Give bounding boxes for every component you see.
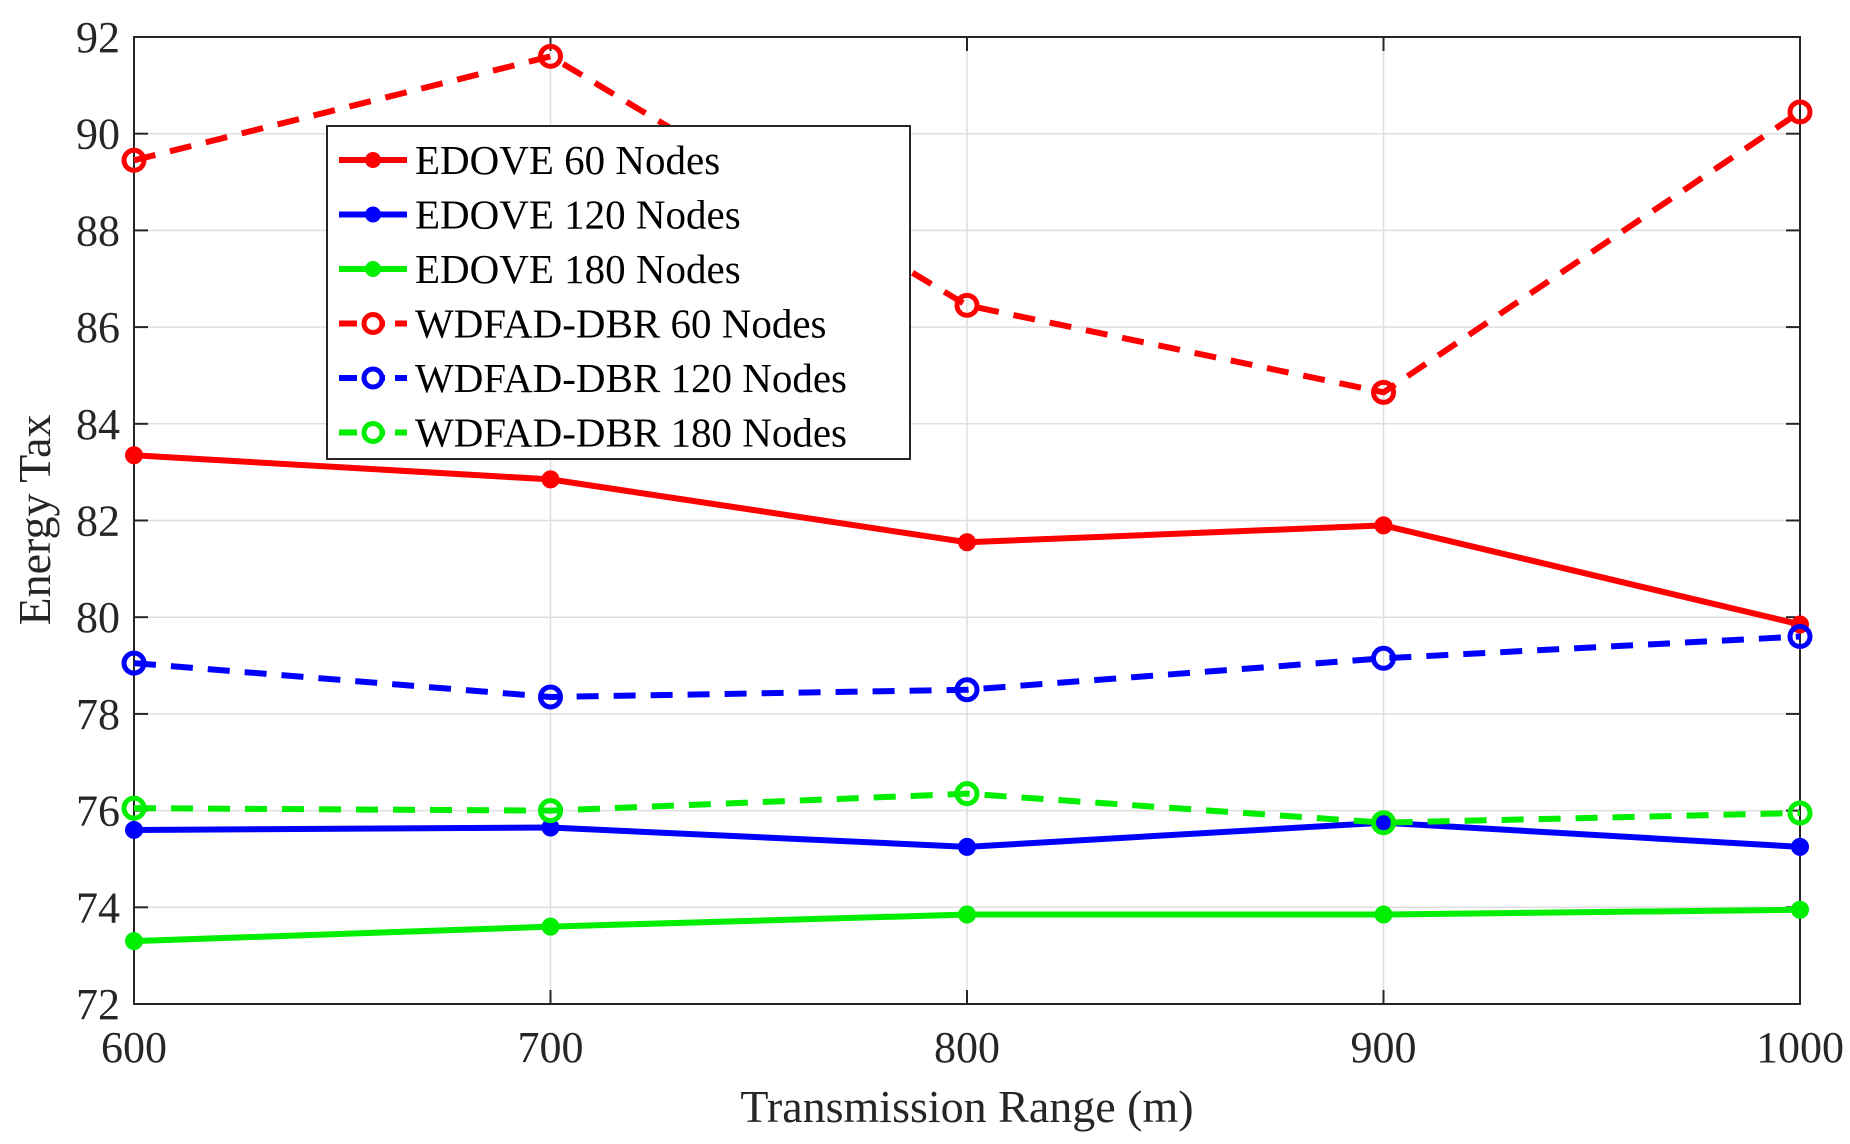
- legend-swatch-marker: [361, 312, 385, 335]
- y-tick-label: 84: [76, 400, 120, 449]
- data-point: [125, 446, 143, 465]
- series-edove-120-nodes: [125, 813, 1809, 856]
- y-tick-label: 74: [76, 883, 120, 932]
- y-tick-label: 92: [76, 13, 120, 62]
- data-point: [125, 932, 143, 951]
- data-point: [1371, 810, 1396, 836]
- series-edove-180-nodes: [125, 900, 1809, 951]
- legend-item-edove-120-nodes: EDOVE 120 Nodes: [339, 192, 741, 238]
- data-point: [538, 684, 563, 710]
- legend-label: WDFAD-DBR 120 Nodes: [415, 355, 847, 401]
- data-point: [958, 837, 976, 856]
- x-tick-label: 800: [934, 1023, 1000, 1072]
- data-point: [1374, 905, 1393, 924]
- series-wdfad-dbr-120-nodes: [121, 624, 1813, 710]
- data-series: [121, 43, 1813, 951]
- legend-label: EDOVE 180 Nodes: [415, 246, 741, 292]
- legend-item-wdfad-dbr-60-nodes: WDFAD-DBR 60 Nodes: [339, 301, 827, 347]
- legend: EDOVE 60 Nodes EDOVE 120 Nodes EDOVE 180 N…: [326, 125, 911, 460]
- y-tick-label: 90: [76, 110, 120, 159]
- series-wdfad-dbr-180-nodes: [121, 781, 1813, 836]
- legend-swatch-marker: [365, 261, 381, 277]
- legend-label: EDOVE 120 Nodes: [415, 192, 741, 238]
- legend-swatch-marker: [365, 206, 381, 223]
- data-point: [1787, 99, 1813, 125]
- legend-swatch-marker: [361, 366, 385, 390]
- x-tick-label: 900: [1351, 1023, 1417, 1072]
- data-point: [1374, 516, 1393, 535]
- x-axis-label: Transmission Range (m): [740, 1081, 1193, 1132]
- legend-label: EDOVE 60 Nodes: [415, 137, 720, 183]
- data-point: [1787, 624, 1813, 650]
- data-point: [541, 470, 560, 489]
- y-tick-label: 78: [76, 690, 120, 739]
- y-axis-label: Energy Tax: [9, 415, 60, 626]
- legend-swatch-marker: [361, 421, 385, 444]
- y-tick-label: 86: [76, 303, 120, 352]
- y-tick-label: 88: [76, 206, 120, 255]
- series-line-wdfad-dbr-180-nodes: [133, 790, 1801, 826]
- data-point: [125, 820, 143, 839]
- legend-box: [326, 125, 911, 460]
- data-point: [538, 43, 563, 69]
- data-point: [958, 533, 976, 552]
- y-tick-label: 76: [76, 787, 120, 836]
- legend-item-wdfad-dbr-120-nodes: WDFAD-DBR 120 Nodes: [339, 355, 847, 401]
- legend-item-edove-180-nodes: EDOVE 180 Nodes: [339, 246, 741, 292]
- axis-ticks: 600 700 800 900 1000 72 74 76 78 80 82 84 86 88 90 92: [76, 13, 1844, 1072]
- legend-label: WDFAD-DBR 180 Nodes: [415, 410, 847, 456]
- legend-swatch-marker: [365, 152, 381, 168]
- legend-item-wdfad-dbr-180-nodes: WDFAD-DBR 180 Nodes: [339, 410, 847, 456]
- data-point: [121, 650, 147, 676]
- data-point: [1371, 379, 1396, 405]
- data-point: [954, 677, 980, 703]
- data-point: [958, 905, 976, 924]
- x-tick-label: 600: [101, 1023, 167, 1072]
- x-tick-label: 700: [518, 1023, 584, 1072]
- data-point: [954, 781, 980, 807]
- x-tick-label: 1000: [1756, 1023, 1844, 1072]
- data-point: [1787, 800, 1813, 826]
- data-point: [538, 798, 563, 824]
- data-point: [1791, 837, 1809, 856]
- legend-item-edove-60-nodes: EDOVE 60 Nodes: [339, 137, 720, 183]
- data-point: [541, 917, 560, 936]
- y-tick-label: 72: [76, 980, 120, 1029]
- series-wdfad-dbr-60-nodes: [121, 43, 1813, 405]
- data-point: [121, 147, 147, 173]
- legend-label: WDFAD-DBR 60 Nodes: [415, 301, 827, 347]
- data-point: [1791, 900, 1809, 919]
- y-tick-label: 82: [76, 497, 120, 546]
- series-line-wdfad-dbr-120-nodes: [133, 633, 1801, 700]
- data-point: [121, 795, 147, 821]
- y-tick-label: 80: [76, 593, 120, 642]
- data-point: [1371, 645, 1396, 671]
- data-point: [954, 292, 980, 318]
